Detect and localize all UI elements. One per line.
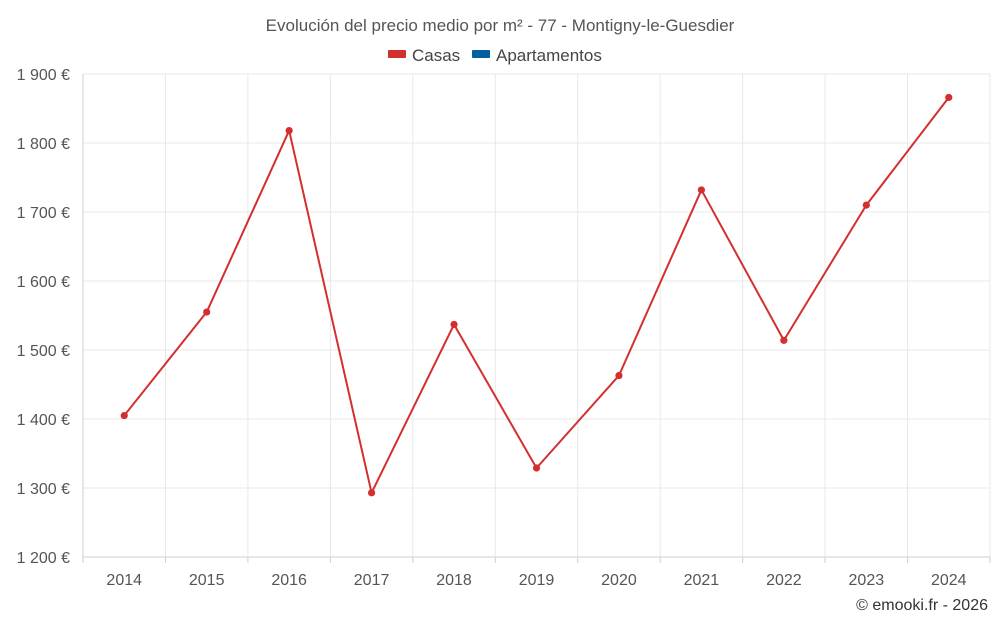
x-tick-label: 2022 (766, 572, 802, 589)
series-layer (120, 93, 953, 497)
legend-label-apartamentos: Apartamentos (496, 46, 602, 65)
chart-title: Evolución del precio medio por m² - 77 -… (266, 16, 735, 35)
y-tick-label: 1 400 € (17, 412, 70, 429)
data-point[interactable] (450, 320, 458, 329)
x-tick-label: 2016 (271, 572, 307, 589)
x-tick-label: 2020 (601, 572, 637, 589)
legend-swatch-casas (388, 50, 406, 58)
credit-text: © emooki.fr - 2026 (856, 597, 988, 614)
x-tick-label: 2021 (684, 572, 720, 589)
data-point[interactable] (615, 371, 623, 380)
data-point[interactable] (697, 186, 706, 194)
x-tick-label: 2015 (189, 572, 225, 589)
gridlines (82, 73, 991, 558)
x-tick-label: 2023 (849, 572, 885, 589)
y-tick-label: 1 900 € (17, 67, 70, 84)
y-tick-label: 1 600 € (17, 274, 70, 291)
y-tick-label: 1 500 € (17, 343, 70, 360)
x-tick-label: 2018 (436, 572, 472, 589)
data-point[interactable] (367, 489, 376, 497)
x-tick-label: 2014 (106, 572, 142, 589)
data-point[interactable] (203, 308, 211, 316)
x-tick-label: 2024 (931, 572, 967, 589)
x-tick-label: 2019 (519, 572, 555, 589)
x-axis: 2014 2015 2016 2017 2018 2019 2020 2021 2022 2023… (82, 557, 991, 589)
legend: Casas Apartamentos (388, 46, 602, 65)
data-point[interactable] (862, 201, 870, 209)
legend-label-casas: Casas (412, 46, 460, 65)
data-point[interactable] (780, 336, 788, 344)
x-tick-label: 2017 (354, 572, 390, 589)
data-point[interactable] (532, 464, 541, 472)
y-tick-label: 1 200 € (17, 550, 70, 567)
data-point[interactable] (120, 411, 128, 420)
y-tick-label: 1 700 € (17, 205, 70, 222)
legend-swatch-apartamentos (472, 50, 490, 58)
data-point[interactable] (285, 126, 293, 135)
data-point[interactable] (945, 93, 953, 102)
y-axis: 1 200 € 1 300 € 1 400 € 1 500 € 1 600 € 1 700… (17, 67, 84, 567)
y-tick-label: 1 800 € (17, 136, 70, 153)
y-tick-label: 1 300 € (17, 481, 70, 498)
